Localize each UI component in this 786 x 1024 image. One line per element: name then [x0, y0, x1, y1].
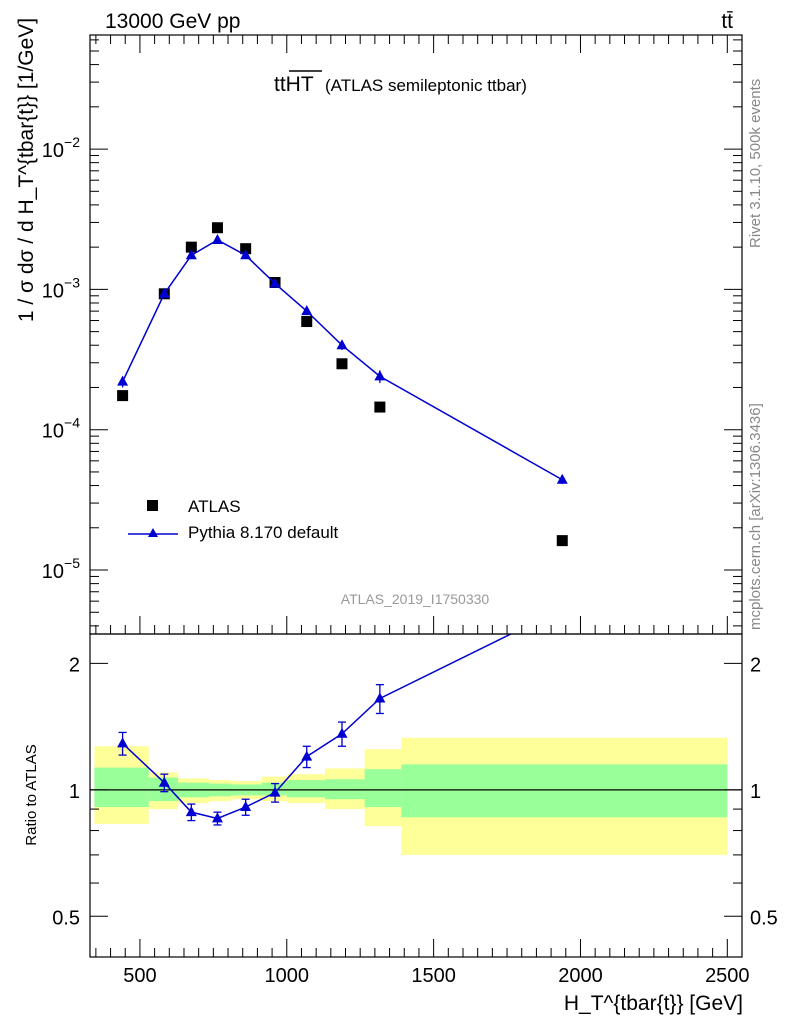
- ratio-panel: 0.5 0.5 1 1 2 2 500 1000 1500 2000 2500 Ratio to …: [23, 633, 778, 1015]
- x-axis-label: H_T^{tbar{t}} [GeV]: [564, 992, 743, 1015]
- x-tick-label: 1500: [411, 965, 456, 987]
- main-y-tick-label: 10−5: [42, 555, 80, 583]
- mc-point-pythia: [556, 473, 568, 484]
- ratio-point-pythia: [185, 806, 197, 817]
- ratio-point-pythia: [240, 801, 252, 812]
- ratio-y-axis: 0.5 0.5 1 1 2 2: [52, 654, 778, 958]
- ratio-point-pythia: [269, 786, 281, 797]
- ratio-frame: [89, 633, 743, 958]
- main-frame: [89, 34, 743, 635]
- plot-title-main: ttHT: [274, 73, 314, 96]
- data-point-atlas: [336, 358, 348, 370]
- ratio-y-axis-label: Ratio to ATLAS: [23, 744, 40, 845]
- ratio-y-tick-label: 2: [69, 654, 80, 676]
- legend-atlas-label: ATLAS: [188, 497, 241, 516]
- x-tick-label: 2500: [705, 965, 750, 987]
- mcplots-label: mcplots.cern.ch [arXiv:1306.3436]: [747, 403, 764, 630]
- uncertainty-band-inner: [401, 764, 728, 818]
- main-y-axis-label: 1 / σ dσ / d H_T^{tbar{t}} [1/GeV]: [15, 18, 38, 322]
- data-point-atlas: [117, 390, 129, 402]
- data-point-atlas: [556, 535, 568, 547]
- ratio-y-tick-label: 1: [69, 781, 80, 803]
- uncertainty-band-inner: [324, 779, 365, 800]
- ratio-y-tick-label-right: 2: [750, 654, 761, 676]
- ratio-point-pythia: [158, 776, 170, 787]
- ratio-point-pythia: [336, 727, 348, 738]
- mc-point-pythia: [374, 370, 386, 381]
- mc-point-pythia: [117, 375, 129, 386]
- mc-point-pythia: [211, 233, 223, 244]
- data-point-atlas: [301, 316, 313, 328]
- main-y-tick-label: 10−4: [42, 415, 80, 443]
- ratio-y-tick-label-right: 0.5: [750, 907, 778, 929]
- mc-point-pythia: [336, 339, 348, 350]
- x-tick-label: 1000: [265, 965, 310, 987]
- mc-point-pythia: [269, 277, 281, 288]
- ratio-plot-area: [90, 634, 742, 855]
- mc-point-pythia: [158, 287, 170, 298]
- header-collision-label: 13000 GeV pp: [105, 10, 240, 33]
- ratio-y-tick-label: 0.5: [52, 907, 80, 929]
- ratio-point-pythia: [301, 750, 313, 761]
- uncertainty-band-inner: [286, 780, 325, 798]
- x-axis: 500 1000 1500 2000 2500: [95, 939, 750, 987]
- mc-point-pythia: [185, 249, 197, 260]
- analysis-id-label: ATLAS_2019_I1750330: [341, 591, 490, 607]
- main-panel: 10−5 10−4 10−3 10−2 1 / σ dσ / d H_T^{tbar{…: [15, 18, 743, 635]
- data-point-atlas: [185, 241, 197, 253]
- plot-title-sub: (ATLAS semileptonic ttbar): [325, 76, 527, 95]
- plot-title: ttHT (ATLAS semileptonic ttbar): [274, 70, 527, 96]
- ratio-point-pythia: [117, 737, 129, 748]
- legend-pythia-marker: [148, 528, 158, 537]
- main-plot-area: [117, 222, 568, 547]
- legend: ATLAS Pythia 8.170 default: [128, 497, 339, 542]
- mc-point-pythia: [301, 305, 313, 316]
- data-point-atlas: [374, 401, 386, 413]
- ratio-y-tick-label-right: 1: [750, 781, 761, 803]
- x-tick-label: 2000: [558, 965, 603, 987]
- legend-atlas-marker: [147, 500, 158, 511]
- main-y-tick-label: 10−2: [42, 134, 80, 162]
- main-y-tick-label: 10−3: [42, 274, 80, 302]
- data-point-atlas: [211, 222, 223, 234]
- main-x-axis-ticks: [95, 35, 728, 634]
- mc-line-pythia: [121, 239, 563, 481]
- header-process-label: tt̄: [721, 10, 733, 33]
- uncertainty-band-inner: [94, 767, 149, 808]
- ratio-line-pythia: [122, 634, 513, 820]
- uncertainty-band-inner: [364, 769, 402, 808]
- data-point-atlas: [240, 243, 252, 255]
- x-tick-label: 500: [123, 965, 156, 987]
- ratio-point-pythia: [374, 692, 386, 703]
- legend-pythia-label: Pythia 8.170 default: [188, 523, 339, 542]
- main-y-axis: 10−5 10−4 10−3 10−2: [42, 39, 742, 627]
- mc-point-pythia: [240, 249, 252, 260]
- rivet-version-label: Rivet 3.1.10, 500k events: [747, 79, 764, 248]
- ratio-point-pythia: [211, 812, 223, 823]
